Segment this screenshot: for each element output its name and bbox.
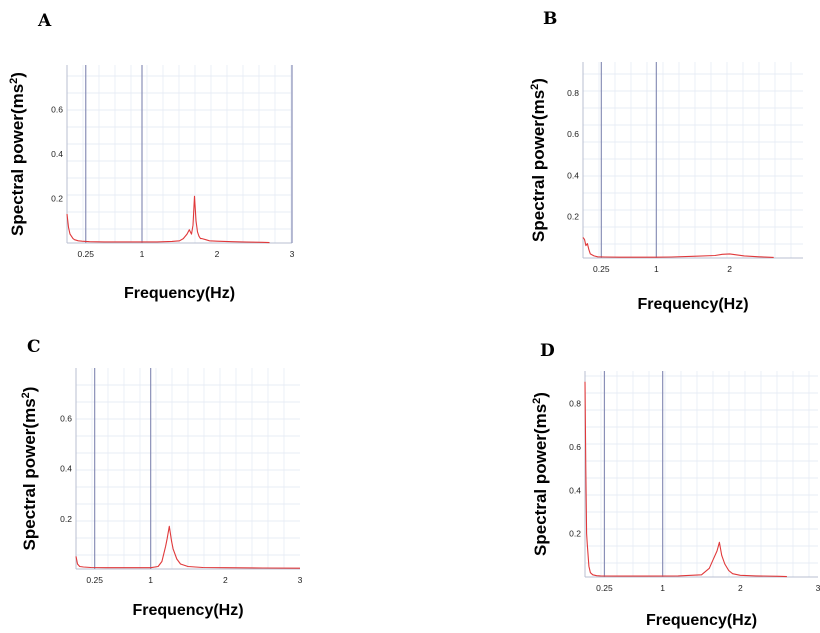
x-axis-label: Frequency(Hz) xyxy=(637,296,748,313)
x-axis-label: Frequency(Hz) xyxy=(646,612,757,629)
panel-label: C xyxy=(27,337,41,357)
y-axis-label-superscript: 2 xyxy=(531,398,543,404)
x-tick-label: 3 xyxy=(816,583,820,593)
y-axis-label-close: ) xyxy=(529,78,548,84)
y-tick-label: 0.6 xyxy=(569,442,581,452)
x-tick-label: 2 xyxy=(223,575,228,585)
y-axis-label: Spectral power(ms2) xyxy=(8,72,27,236)
grid xyxy=(583,62,803,258)
y-tick-label: 0.4 xyxy=(51,149,63,159)
y-tick-label: 0.8 xyxy=(567,88,579,98)
y-axis-label-main: Spectral power(ms xyxy=(8,84,27,236)
chart-panel-c: 0.2 0.4 0.6 0.25 1 2 3 C Frequency(Hz) Spectral p… xyxy=(20,337,303,619)
y-axis-label: Spectral power(ms2) xyxy=(529,78,548,242)
y-tick-label: 0.2 xyxy=(60,514,72,524)
y-axis-label-main: Spectral power(ms xyxy=(20,398,39,550)
x-tick-label: 0.25 xyxy=(77,249,94,259)
x-tick-label: 0.25 xyxy=(593,264,610,274)
y-tick-label: 0.2 xyxy=(51,194,63,204)
x-tick-label: 1 xyxy=(140,249,145,259)
grid xyxy=(585,371,818,577)
x-tick-label: 2 xyxy=(215,249,220,259)
x-tick-label: 2 xyxy=(727,264,732,274)
y-axis-label: Spectral power(ms2) xyxy=(20,387,39,551)
y-tick-label: 0.6 xyxy=(567,129,579,139)
y-tick-label: 0.2 xyxy=(567,212,579,222)
x-tick-label: 1 xyxy=(148,575,153,585)
x-axis-label: Frequency(Hz) xyxy=(124,285,235,302)
spectrum-line xyxy=(582,237,774,258)
chart-panel-d: 0.2 0.4 0.6 0.8 0.25 1 2 3 D Frequency(Hz) Spectra… xyxy=(531,341,820,629)
y-axis-label-main: Spectral power(ms xyxy=(529,90,548,242)
y-axis-label-close: ) xyxy=(531,392,550,398)
y-axis-label-superscript: 2 xyxy=(529,84,541,90)
y-tick-label: 0.6 xyxy=(51,105,63,115)
x-tick-label: 0.25 xyxy=(596,583,613,593)
panel-label: D xyxy=(540,341,555,361)
y-tick-label: 0.2 xyxy=(569,529,581,539)
y-axis-label-close: ) xyxy=(8,72,27,78)
y-tick-label: 0.4 xyxy=(60,464,72,474)
x-tick-label: 2 xyxy=(738,583,743,593)
y-axis-label-main: Spectral power(ms xyxy=(531,404,550,556)
x-tick-label: 1 xyxy=(654,264,659,274)
x-tick-label: 0.25 xyxy=(86,575,103,585)
panel-label: B xyxy=(543,9,557,29)
grid xyxy=(76,368,300,569)
chart-panel-a: 0.2 0.4 0.6 0.25 1 2 3 A Frequency(Hz) Spectral p… xyxy=(8,11,295,302)
y-tick-label: 0.8 xyxy=(569,399,581,409)
x-tick-label: 1 xyxy=(660,583,665,593)
spectrum-line xyxy=(75,525,301,569)
chart-panel-b: 0.2 0.4 0.6 0.8 0.25 1 2 B Frequency(Hz) Spectral… xyxy=(529,9,803,313)
spectrum-line xyxy=(66,195,270,244)
y-axis-label: Spectral power(ms2) xyxy=(531,392,550,556)
grid xyxy=(67,65,292,243)
x-axis-label: Frequency(Hz) xyxy=(132,602,243,619)
y-tick-label: 0.6 xyxy=(60,413,72,423)
x-tick-label: 3 xyxy=(290,249,295,259)
y-tick-label: 0.4 xyxy=(567,170,579,180)
y-axis-label-superscript: 2 xyxy=(8,78,20,84)
panel-label: A xyxy=(37,11,52,31)
y-axis-label-superscript: 2 xyxy=(20,392,32,398)
spectrum-line xyxy=(584,381,787,578)
y-tick-label: 0.4 xyxy=(569,485,581,495)
x-tick-label: 3 xyxy=(298,575,303,585)
y-axis-label-close: ) xyxy=(20,387,39,393)
